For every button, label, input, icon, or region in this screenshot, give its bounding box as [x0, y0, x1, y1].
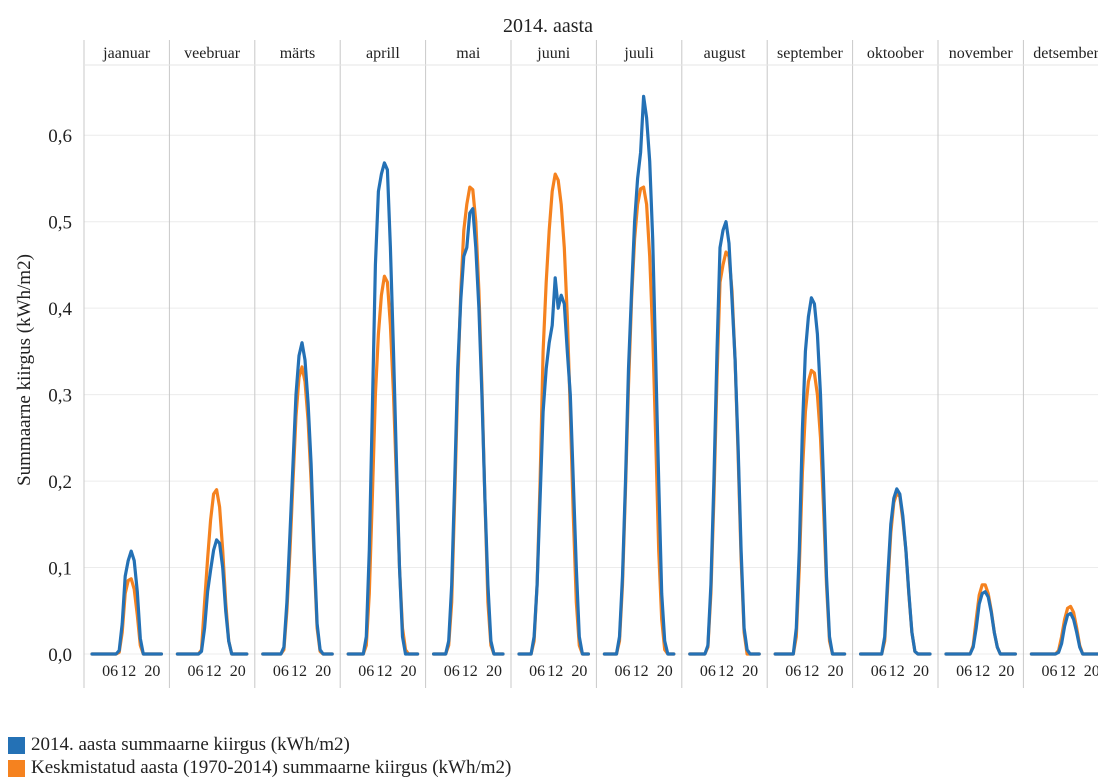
series-line-2014 [858, 487, 932, 656]
month-label: aprill [366, 45, 400, 62]
x-tick-label: 12 [376, 663, 392, 680]
y-tick-label: 0,2 [48, 472, 72, 493]
month-label: veebruar [184, 45, 241, 62]
chart-title: 2014. aasta [503, 15, 593, 37]
series-line-2014 [346, 161, 420, 656]
x-tick-label: 12 [462, 663, 478, 680]
month-label: detsember [1033, 45, 1098, 62]
month-label: juuli [623, 45, 654, 62]
series-line-2014 [90, 549, 163, 656]
x-tick-label: 20 [913, 663, 929, 680]
series-line-average [773, 368, 847, 656]
month-label: november [949, 45, 1014, 62]
month-label: september [777, 45, 843, 62]
y-tick-label: 0,6 [48, 126, 72, 147]
month-label: august [704, 45, 746, 62]
legend-swatch-average [8, 759, 25, 777]
x-tick-label: 06 [956, 663, 972, 680]
chart: 2014. aasta 0,0 0,1 0,2 0,3 0,4 0,5 0,6 Summaarn… [14, 15, 1098, 688]
x-tick-label: 06 [1042, 663, 1058, 680]
x-tick-label: 20 [144, 663, 160, 680]
month-label: jaanuar [102, 45, 151, 62]
y-tick-label: 0,4 [48, 299, 72, 320]
x-tick-label: 20 [315, 663, 331, 680]
series-line-average [602, 185, 676, 656]
x-tick-label: 20 [486, 663, 502, 680]
x-tick-label: 06 [615, 663, 631, 680]
x-tick-label: 06 [785, 663, 801, 680]
x-tick-label: 12 [889, 663, 905, 680]
x-tick-label: 06 [871, 663, 887, 680]
legend-item-2014: 2014. aasta summaarne kiirgus (kWh/m2) [8, 734, 350, 756]
x-tick-label: 20 [828, 663, 844, 680]
x-tick-label: 12 [547, 663, 563, 680]
x-tick-label: 06 [102, 663, 118, 680]
series-line-2014 [1029, 611, 1098, 656]
series-line-2014 [773, 296, 847, 656]
x-tick-label: 12 [633, 663, 649, 680]
series-line-average [175, 488, 249, 656]
month-label: märts [280, 45, 316, 62]
series-line-average [261, 365, 334, 656]
series-line-2014 [688, 220, 761, 656]
x-tick-label: 12 [206, 663, 222, 680]
x-tick-label: 12 [974, 663, 990, 680]
y-tick-label: 0,1 [48, 559, 72, 580]
x-tick-label: 20 [657, 663, 673, 680]
legend-item-average: Keskmistatud aasta (1970-2014) summaarne… [8, 757, 511, 779]
x-tick-label: 12 [291, 663, 307, 680]
x-tick-label: 20 [401, 663, 417, 680]
x-tick-label: 06 [529, 663, 545, 680]
series-line-average [688, 250, 761, 656]
y-tick-label: 0,0 [48, 645, 72, 666]
month-label: juuni [536, 45, 570, 62]
x-tick-label: 20 [571, 663, 587, 680]
series-line-2014 [944, 590, 1018, 656]
x-tick-label: 20 [998, 663, 1014, 680]
x-tick-label: 12 [803, 663, 819, 680]
legend-label-2014: 2014. aasta summaarne kiirgus (kWh/m2) [31, 734, 350, 755]
x-tick-label: 20 [1084, 663, 1098, 680]
x-tick-label: 06 [358, 663, 374, 680]
series-line-average [90, 577, 163, 656]
legend-swatch-2014 [8, 736, 25, 754]
x-tick-label: 06 [700, 663, 716, 680]
series-line-2014 [175, 538, 249, 656]
x-tick-label: 12 [120, 663, 136, 680]
x-tick-label: 06 [444, 663, 460, 680]
series-line-2014 [432, 207, 505, 656]
series-line-average [858, 491, 932, 656]
x-tick-label: 12 [718, 663, 734, 680]
y-axis-label: Summaarne kiirgus (kWh/m2) [14, 254, 35, 486]
y-tick-label: 0,5 [48, 213, 72, 234]
month-label: oktoober [867, 45, 925, 62]
series-line-average [432, 185, 505, 656]
x-tick-label: 12 [1060, 663, 1076, 680]
series-line-2014 [602, 94, 676, 656]
x-tick-label: 20 [742, 663, 758, 680]
y-tick-label: 0,3 [48, 386, 72, 407]
series-line-2014 [261, 341, 334, 656]
series-line-average [346, 274, 420, 656]
month-label: mai [456, 45, 481, 62]
legend-label-average: Keskmistatud aasta (1970-2014) summaarne… [31, 757, 512, 778]
x-tick-label: 20 [230, 663, 246, 680]
x-tick-label: 06 [273, 663, 289, 680]
series-line-2014 [517, 276, 591, 656]
x-tick-label: 06 [188, 663, 204, 680]
